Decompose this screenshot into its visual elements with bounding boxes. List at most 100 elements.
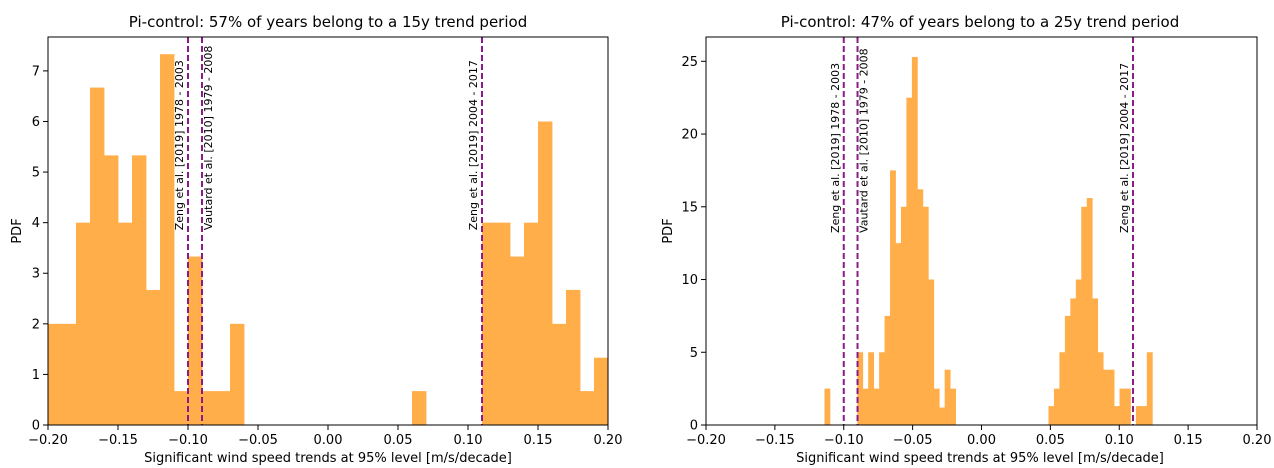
right-histogram-bar bbox=[939, 407, 946, 425]
right-histogram-bar bbox=[900, 206, 907, 425]
right-histogram-bar bbox=[1048, 406, 1055, 425]
left-histogram-bar bbox=[48, 323, 63, 425]
right-x-tick-label: −0.05 bbox=[893, 433, 933, 448]
left-y-tick-label: 5 bbox=[32, 166, 40, 181]
right-x-tick-label: −0.15 bbox=[755, 433, 795, 448]
right-x-axis-label: Significant wind speed trends at 95% lev… bbox=[796, 451, 1164, 466]
right-histogram-bar bbox=[906, 97, 913, 425]
right-histogram-bar bbox=[944, 369, 951, 425]
left-y-tick-label: 7 bbox=[32, 64, 40, 79]
right-histogram-bar bbox=[1135, 406, 1142, 425]
right-histogram-bar bbox=[933, 388, 940, 425]
right-histogram-bar bbox=[1097, 352, 1104, 425]
right-histogram-bar bbox=[1119, 388, 1126, 425]
left-histogram-bar bbox=[160, 54, 175, 426]
right-histogram-bar bbox=[824, 388, 831, 425]
right-histogram-bar bbox=[1146, 352, 1153, 425]
left-x-tick-label: −0.20 bbox=[28, 433, 68, 448]
right-histogram-bar bbox=[922, 206, 929, 425]
left-x-tick-label: 0.00 bbox=[314, 433, 343, 448]
right-histogram-bar bbox=[1103, 369, 1109, 425]
left-histogram-bar bbox=[482, 222, 497, 425]
right-x-tick-label: 0.00 bbox=[967, 433, 996, 448]
left-histogram-bar bbox=[412, 391, 427, 425]
left-x-tick-label: 0.20 bbox=[594, 433, 623, 448]
right-y-tick-label: 15 bbox=[681, 200, 698, 215]
left-reference-label: Vautard et al. [2010] 1979 - 2008 bbox=[202, 46, 215, 231]
right-chart-title: Pi-control: 47% of years belong to a 25y… bbox=[781, 13, 1179, 31]
right-panel: Pi-control: 47% of years belong to a 25y… bbox=[661, 13, 1271, 466]
right-histogram-bar bbox=[890, 170, 896, 425]
right-y-tick-label: 10 bbox=[681, 273, 698, 288]
left-histogram-bar bbox=[104, 155, 119, 426]
left-y-tick-label: 6 bbox=[32, 115, 40, 130]
left-histogram-bar bbox=[188, 256, 203, 425]
right-histogram-bar bbox=[950, 388, 957, 425]
right-y-axis-label: PDF bbox=[661, 218, 676, 243]
right-histogram-bar bbox=[1070, 298, 1077, 425]
left-y-tick-label: 1 bbox=[32, 368, 40, 383]
right-histogram-bar bbox=[868, 352, 875, 425]
left-x-tick-label: −0.10 bbox=[168, 433, 208, 448]
left-chart-title: Pi-control: 57% of years belong to a 15y… bbox=[129, 13, 527, 31]
left-reference-label: Zeng et al. [2019] 2004 - 2017 bbox=[467, 60, 480, 230]
right-histogram-bar bbox=[873, 388, 880, 425]
left-x-tick-label: 0.15 bbox=[524, 433, 553, 448]
left-histogram-bar bbox=[76, 222, 91, 425]
right-histogram-bar bbox=[1075, 279, 1082, 425]
left-x-axis-label: Significant wind speed trends at 95% lev… bbox=[144, 451, 512, 466]
left-reference-label: Zeng et al. [2019] 1978 - 2003 bbox=[173, 60, 186, 230]
right-x-tick-label: 0.15 bbox=[1174, 433, 1203, 448]
left-y-axis-label: PDF bbox=[10, 218, 25, 243]
right-y-tick-label: 25 bbox=[681, 55, 698, 70]
right-histogram-bar bbox=[895, 243, 902, 425]
left-histogram-bar bbox=[174, 391, 189, 425]
left-histogram-bar bbox=[524, 222, 539, 425]
left-histogram-bar bbox=[202, 391, 217, 425]
right-histogram-bar bbox=[879, 352, 885, 425]
right-histogram-bar bbox=[1086, 198, 1093, 425]
right-histogram-bar bbox=[917, 189, 924, 425]
left-histogram-bar bbox=[146, 289, 161, 425]
left-histogram-bar bbox=[552, 323, 567, 425]
left-y-tick-label: 0 bbox=[32, 419, 40, 434]
right-x-tick-label: −0.20 bbox=[686, 433, 726, 448]
left-histogram-bar bbox=[510, 256, 525, 425]
right-histogram-bar bbox=[857, 352, 864, 425]
right-reference-label: Zeng et al. [2019] 1978 - 2003 bbox=[829, 63, 842, 233]
right-y-tick-label: 20 bbox=[681, 128, 698, 143]
left-x-tick-label: −0.05 bbox=[238, 433, 278, 448]
right-x-tick-label: 0.20 bbox=[1243, 433, 1272, 448]
left-x-tick-label: −0.15 bbox=[98, 433, 138, 448]
left-y-tick-label: 3 bbox=[32, 267, 40, 282]
right-histogram-bar bbox=[1124, 388, 1131, 425]
right-x-tick-label: 0.10 bbox=[1105, 433, 1134, 448]
left-histogram-bar bbox=[580, 391, 595, 425]
right-histogram-bar bbox=[1059, 352, 1066, 425]
right-reference-label: Zeng et al. [2019] 2004 - 2017 bbox=[1118, 63, 1131, 233]
left-histogram-bar bbox=[566, 289, 581, 425]
right-histogram-bar bbox=[1114, 406, 1120, 425]
left-plot-area: Zeng et al. [2019] 1978 - 2003 Vautard et… bbox=[28, 36, 623, 448]
right-histogram-bar bbox=[1081, 206, 1088, 425]
right-histogram-bar bbox=[1108, 369, 1115, 425]
right-axes-frame bbox=[705, 36, 1258, 426]
left-histogram-bar bbox=[230, 323, 245, 425]
left-histogram-bar bbox=[538, 121, 553, 425]
right-y-tick-label: 5 bbox=[690, 346, 698, 361]
right-reference-label: Vautard et al. [2010] 1979 - 2008 bbox=[858, 48, 871, 233]
right-histogram-bar bbox=[928, 279, 935, 425]
right-histogram-bar bbox=[1092, 298, 1099, 425]
left-x-tick-label: 0.05 bbox=[384, 433, 413, 448]
left-histogram-bar bbox=[90, 87, 105, 425]
left-panel: Pi-control: 57% of years belong to a 15y… bbox=[10, 13, 622, 466]
left-x-tick-label: 0.10 bbox=[454, 433, 483, 448]
right-histogram-bar bbox=[1141, 406, 1148, 425]
right-histogram-bar bbox=[911, 56, 918, 426]
left-y-tick-label: 2 bbox=[32, 317, 40, 332]
left-histogram-bar bbox=[594, 357, 609, 425]
right-histogram-bar bbox=[1064, 315, 1071, 425]
right-plot-area: Zeng et al. [2019] 1978 - 2003 Vautard et… bbox=[681, 36, 1272, 448]
right-histogram-bar bbox=[862, 388, 869, 425]
